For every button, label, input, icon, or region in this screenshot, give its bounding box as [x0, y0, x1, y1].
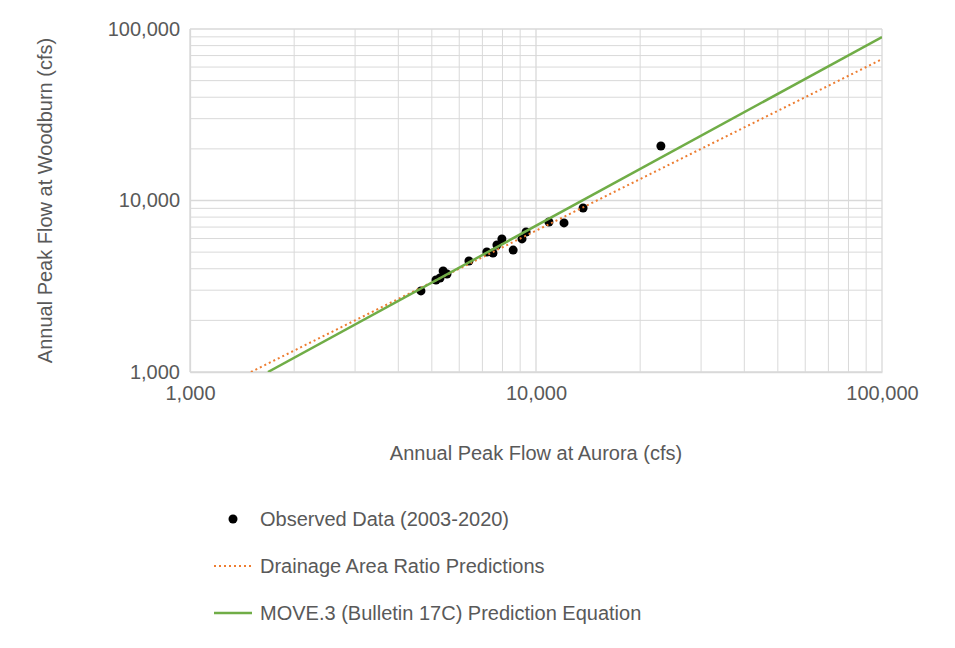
plot-area — [251, 37, 882, 372]
tick: 1,000 — [130, 361, 190, 383]
axis-line — [190, 30, 191, 373]
tick-label: 10,000 — [119, 189, 180, 211]
tick: 10,000 — [119, 189, 190, 211]
x-axis-title: Annual Peak Flow at Aurora (cfs) — [390, 442, 682, 464]
y-axis-title: Annual Peak Flow at Woodburn (cfs) — [34, 38, 56, 363]
legend-swatch — [229, 515, 238, 524]
axis-line — [191, 372, 883, 373]
tick-label: 1,000 — [130, 361, 180, 383]
data-point — [656, 141, 665, 150]
y-axis: 1,000 10,000 100,000 — [108, 18, 191, 383]
grid-line — [189, 29, 190, 372]
data-point — [560, 218, 569, 227]
tick: 100,000 — [108, 18, 190, 40]
grid-line — [190, 28, 882, 29]
legend-label: Observed Data (2003-2020) — [260, 508, 509, 530]
legend-swatch — [214, 612, 252, 615]
legend-label: MOVE.3 (Bulletin 17C) Prediction Equatio… — [260, 602, 641, 624]
legend: Observed Data (2003-2020) Drainage Area R… — [214, 508, 641, 624]
grid-line — [190, 371, 882, 372]
legend-swatch — [214, 565, 252, 567]
x-axis: 1,000 10,000 100,000 — [165, 372, 918, 404]
grid-line — [190, 200, 882, 201]
chart: 1,000 10,000 100,000 1,000 10,000 100,000 Annu… — [0, 0, 955, 648]
series-line — [268, 37, 882, 372]
grid — [190, 29, 882, 372]
tick: 10,000 — [506, 372, 567, 404]
legend-label: Drainage Area Ratio Predictions — [260, 555, 545, 577]
tick-label: 100,000 — [108, 18, 180, 40]
tick-label: 1,000 — [165, 382, 215, 404]
tick: 100,000 — [846, 372, 918, 404]
data-point — [509, 246, 518, 255]
tick-label: 10,000 — [506, 382, 567, 404]
tick-label: 100,000 — [846, 382, 918, 404]
series-line — [251, 59, 882, 372]
